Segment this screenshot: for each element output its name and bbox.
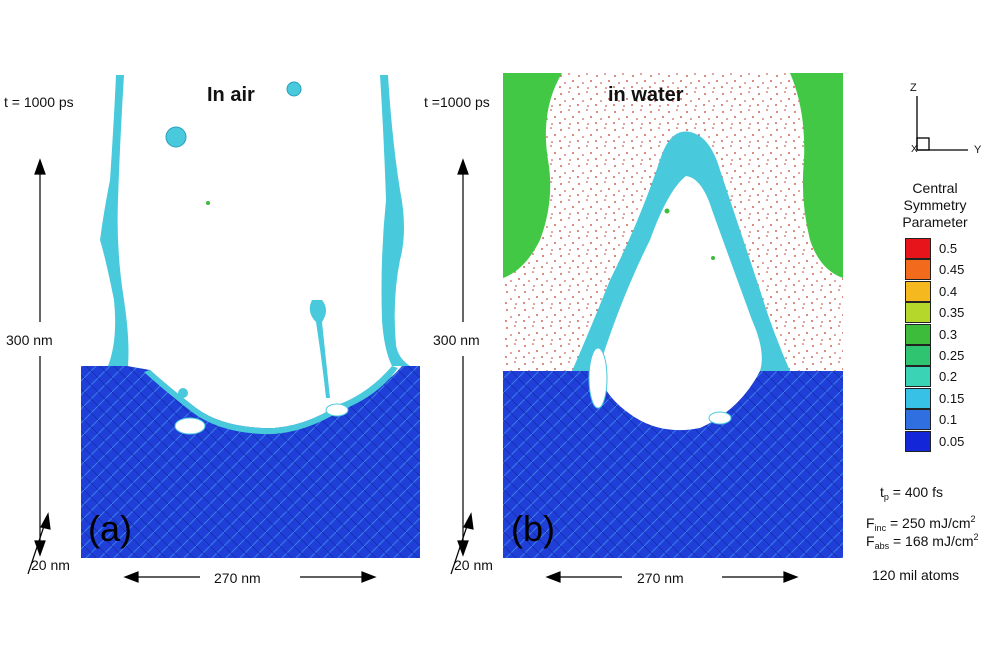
axes-triad [916,96,968,151]
finc-subscript: inc [874,523,887,533]
fabs-subscript: abs [874,541,890,551]
panel-a-void [325,403,349,417]
panel-b-height-label: 300 nm [433,332,480,348]
panel-b-droplet [711,256,715,260]
finc-superscript: 2 [970,514,976,524]
panel-a-medium-label: In air [207,84,255,106]
legend-swatch [905,302,931,324]
legend-label: 0.35 [939,305,965,321]
legend-title: Central Symmetry Parameter [880,180,990,231]
panel-b-time-label: t =1000 ps [424,94,490,110]
legend-entry: 0.45 [905,259,995,281]
fabs-symbol: F [866,533,875,549]
legend-entry: 0.5 [905,238,995,259]
panel-b-water-left [503,73,562,278]
panel-a-dimension-arrows [27,158,377,583]
panel-a-cavity [117,75,402,429]
panel-a-void [174,417,206,435]
legend-swatch [905,430,931,452]
legend-title-line: Parameter [902,214,968,230]
finc-symbol: F [866,515,875,531]
fabs-value: = 168 mJ/cm [889,533,974,549]
panel-a-droplet [206,201,210,205]
legend-swatch [905,409,931,431]
legend-label: 0.4 [939,283,958,299]
legend-entry: 0.3 [905,323,995,345]
legend-swatch [905,387,931,409]
panel-b-water-right [790,73,843,278]
axis-x-label: X [911,144,918,155]
panel-a-liquid-rim [144,366,398,435]
tp-subscript: p [883,492,889,502]
legend-swatch [905,345,931,366]
panel-a-jet [309,300,330,398]
panel-a-void [178,388,188,398]
legend-label: 0.25 [939,348,965,363]
legend-entry: 0.4 [905,280,995,302]
fabs-superscript: 2 [973,532,979,542]
pulse-duration-label: tp = 400 fs [880,484,943,502]
legend-entry: 0.1 [905,409,995,431]
panel-a-width-label: 270 nm [214,570,261,586]
panel-b-dimension-arrows [450,158,799,583]
legend-entry: 0.25 [905,345,995,366]
legend-swatch [905,323,931,345]
panel-a-liquid-right [380,75,410,366]
panel-b-void [708,411,732,425]
legend-swatch [905,280,931,302]
panel-a-height-label: 300 nm [6,332,53,348]
panel-b-droplet [664,208,670,214]
panel-a-depth-label: 20 nm [31,557,70,573]
incident-fluence-label: Finc = 250 mJ/cm2 [866,514,976,533]
panel-a-droplet [286,81,302,97]
panel-a-droplet [165,126,187,148]
legend-label: 0.2 [939,369,958,385]
legend-entry: 0.05 [905,430,995,452]
tp-symbol: t [880,484,884,500]
legend-entry: 0.2 [905,366,995,388]
axis-z-label: Z [910,82,917,94]
axis-y-label: Y [974,144,982,156]
panel-a-letter: (a) [88,508,132,549]
panel-b-bubble [598,176,762,431]
legend-title-line: Symmetry [903,197,967,213]
legend-label: 0.45 [939,262,965,278]
panel-a-liquid-left [100,75,129,366]
panel-b-width-label: 270 nm [637,570,684,586]
legend-label: 0.1 [939,412,958,428]
legend-swatch [905,238,931,259]
panel-b-medium-label: in water [608,84,684,106]
atom-count-label: 120 mil atoms [872,567,960,583]
panel-a-simulation [81,75,420,558]
tp-value: = 400 fs [888,484,943,500]
panel-b-void [588,347,608,409]
panel-b-simulation [503,73,843,558]
panel-b-letter: (b) [511,508,555,549]
legend-swatch [905,366,931,388]
panel-b-depth-label: 20 nm [454,557,493,573]
legend-entry: 0.15 [905,387,995,409]
legend-label: 0.5 [939,241,958,256]
legend-label: 0.05 [939,433,965,449]
panel-a-time-label: t = 1000 ps [4,94,74,110]
legend-title-line: Central [912,180,958,196]
legend-entry: 0.35 [905,302,995,324]
legend-swatch [905,259,931,281]
legend-label: 0.3 [939,326,958,342]
finc-value: = 250 mJ/cm [886,515,971,531]
legend-label: 0.15 [939,390,965,406]
absorbed-fluence-label: Fabs = 168 mJ/cm2 [866,532,979,551]
